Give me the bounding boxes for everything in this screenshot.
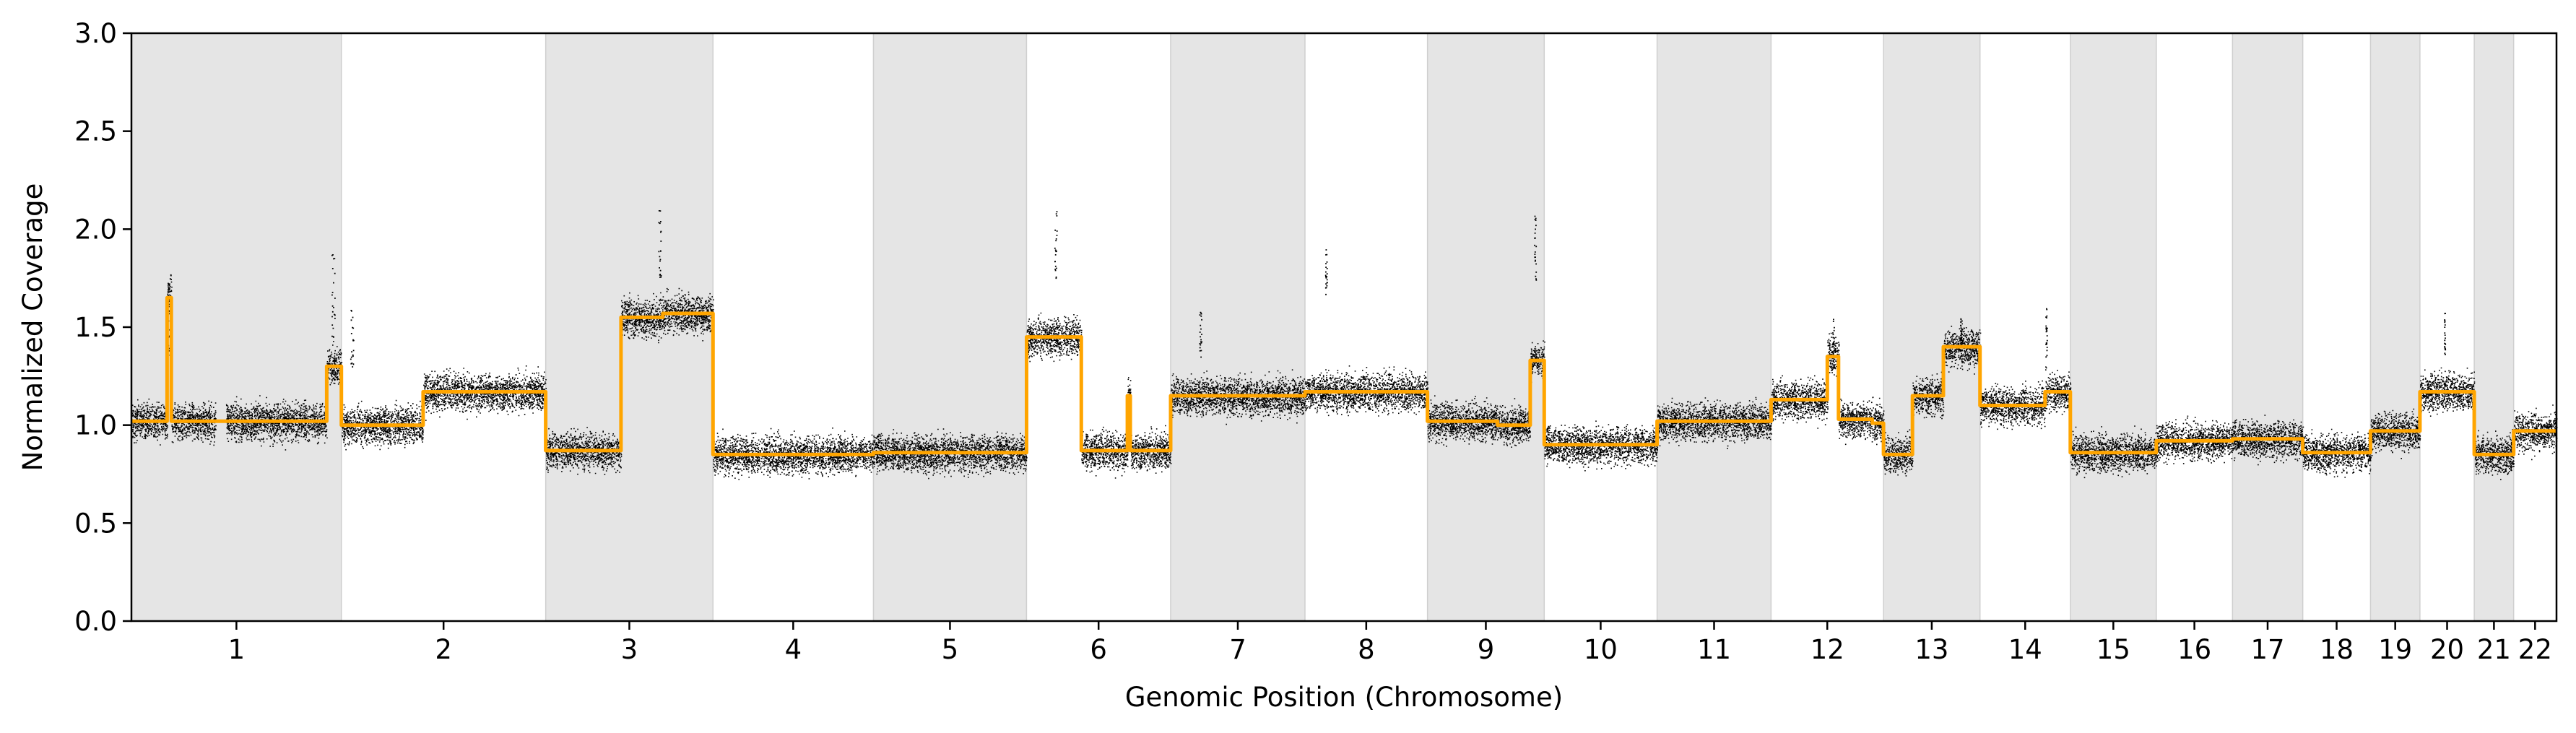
x-tick-label-chr17: 17 [2250,634,2284,665]
x-tick-label-chr13: 13 [1914,634,1948,665]
segment-line [131,295,2557,456]
x-tick-label-chr9: 9 [1478,634,1495,665]
band-chr21 [2473,32,2515,622]
band-chr15 [2070,32,2157,622]
x-axis-label: Genomic Position (Chromosome) [1125,682,1563,713]
x-tick-label-chr18: 18 [2320,634,2354,665]
y-tick-label: 3.0 [74,18,117,49]
x-tick-label-chr16: 16 [2177,634,2211,665]
y-axis-label: Normalized Coverage [17,183,48,472]
x-tick-label-chr12: 12 [1810,634,1844,665]
y-tick-label: 2.0 [74,214,117,245]
band-chr17 [2232,32,2304,622]
y-tick-label: 0.0 [74,606,117,637]
segment-step-line [131,295,2557,456]
band-chr1 [131,32,342,622]
x-tick-label-chr3: 3 [621,634,638,665]
band-chr9 [1426,32,1545,622]
band-chr3 [545,32,714,622]
band-chr5 [872,32,1028,622]
x-tick-label-chr19: 19 [2378,634,2412,665]
x-tick-label-chr14: 14 [2008,634,2042,665]
band-chr11 [1656,32,1772,622]
y-tick-label: 0.5 [74,508,117,539]
x-axis: 1 2 3 4 5 6 7 8 9 10 11 12 13 14 15 16 17 18 19 20 21 22 [228,621,2552,665]
band-chr19 [2369,32,2421,622]
y-tick-label: 2.5 [74,116,117,147]
band-chr7 [1170,32,1306,622]
y-axis: 0.0 0.5 1.0 1.5 2.0 2.5 3.0 [74,18,131,637]
x-tick-label-chr1: 1 [228,634,246,665]
x-tick-label-chr6: 6 [1090,634,1107,665]
x-tick-label-chr15: 15 [2096,634,2130,665]
x-tick-label-chr20: 20 [2430,634,2464,665]
x-tick-label-chr11: 11 [1697,634,1731,665]
x-tick-label-chr10: 10 [1584,634,1618,665]
x-tick-label-chr8: 8 [1358,634,1375,665]
x-tick-label-chr21: 21 [2477,634,2511,665]
x-tick-label-chr2: 2 [435,634,452,665]
x-tick-label-chr22: 22 [2518,634,2552,665]
y-tick-label: 1.0 [74,410,117,441]
band-chr13 [1883,32,1981,622]
plot-frame [130,32,2558,623]
x-tick-label-chr4: 4 [785,634,802,665]
x-tick-label-chr5: 5 [942,634,959,665]
x-tick-label-chr7: 7 [1229,634,1246,665]
y-tick-label: 1.5 [74,312,117,343]
chromosome-bands [131,32,2515,622]
